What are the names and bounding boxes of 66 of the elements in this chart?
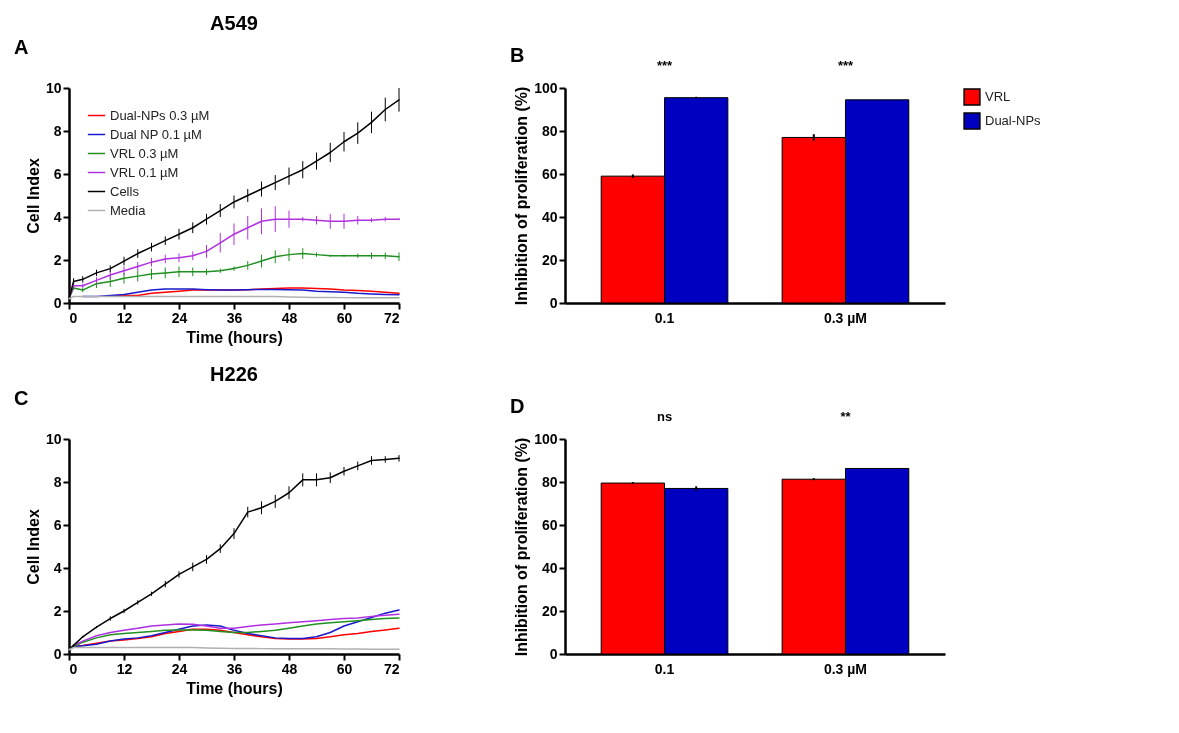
x-tick-label: 0.1 <box>654 309 675 326</box>
text: ns <box>656 409 673 424</box>
y-tick-label: 8 <box>53 473 62 490</box>
x-tick-label: 60 <box>336 309 353 326</box>
text: C <box>14 387 29 409</box>
x-tick-label: 0 <box>69 660 78 677</box>
y-tick-label: 60 <box>541 165 558 182</box>
legend-label: Dual NP 0.1 µM <box>110 126 202 142</box>
y-tick-label: 10 <box>45 79 62 96</box>
x-tick-label: 72 <box>383 309 400 326</box>
y-tick-label: 6 <box>53 516 62 533</box>
y-tick-label: 2 <box>53 251 62 268</box>
y-tick-label: 60 <box>541 516 558 533</box>
y-axis-title: Cell Index <box>24 158 42 234</box>
y-tick-label: 2 <box>53 602 62 619</box>
y-tick-label: 8 <box>53 122 62 139</box>
text: *** <box>837 58 854 73</box>
y-tick-label: 80 <box>541 473 558 490</box>
x-tick-label: 12 <box>116 309 133 326</box>
y-tick-label: 80 <box>541 122 558 139</box>
y-tick-label: 6 <box>53 165 62 182</box>
x-tick-label: 48 <box>281 660 298 677</box>
y-tick-label: 4 <box>53 559 62 576</box>
text: *** <box>656 58 674 73</box>
y-tick-label: 100 <box>534 430 558 447</box>
legend-label: Dual-NPs 0.3 µM <box>110 107 210 123</box>
x-tick-label: 24 <box>171 309 188 326</box>
y-tick-label: 4 <box>53 208 62 225</box>
x-tick-label: 0 <box>69 309 78 326</box>
x-tick-label: 24 <box>171 660 188 677</box>
y-tick-label: 0 <box>549 645 558 662</box>
x-tick-label: 48 <box>281 309 298 326</box>
text: A <box>14 36 29 58</box>
x-axis-title: Time (hours) <box>186 328 283 346</box>
x-tick-label: 0.3 µM <box>823 660 868 677</box>
legend-label: Media <box>110 202 147 218</box>
legend-label: VRL 0.3 µM <box>110 145 179 161</box>
x-tick-label: 0.1 <box>654 660 675 677</box>
x-tick-label: 72 <box>383 660 400 677</box>
legend-label: Cells <box>110 183 140 199</box>
text: ** <box>840 409 852 424</box>
x-tick-label: 60 <box>336 660 353 677</box>
y-axis-title: Inhibition of proliferation (%) <box>513 437 531 657</box>
y-tick-label: 40 <box>541 208 558 225</box>
x-tick-label: 12 <box>116 660 133 677</box>
y-tick-label: 10 <box>45 430 62 447</box>
y-axis-title: Inhibition of proliferation (%) <box>513 86 531 306</box>
y-tick-label: 0 <box>53 294 62 311</box>
x-tick-label: 0.3 µM <box>823 309 868 326</box>
legend-label: VRL <box>985 89 1011 104</box>
y-tick-label: 0 <box>53 645 62 662</box>
y-tick-label: 40 <box>541 559 558 576</box>
chart-title: A549 <box>210 12 258 34</box>
x-tick-label: 36 <box>226 309 243 326</box>
y-tick-label: 20 <box>541 602 558 619</box>
y-tick-label: 0 <box>549 294 558 311</box>
text: D <box>510 395 525 417</box>
y-axis-title: Cell Index <box>24 509 42 585</box>
text: B <box>510 44 525 66</box>
legend-label: Dual-NPs <box>985 113 1042 128</box>
chart-title: H226 <box>210 363 258 385</box>
x-axis-title: Time (hours) <box>186 679 283 697</box>
y-tick-label: 20 <box>541 251 558 268</box>
y-tick-label: 100 <box>534 79 558 96</box>
legend-label: VRL 0.1 µM <box>110 164 179 180</box>
x-tick-label: 36 <box>226 660 243 677</box>
